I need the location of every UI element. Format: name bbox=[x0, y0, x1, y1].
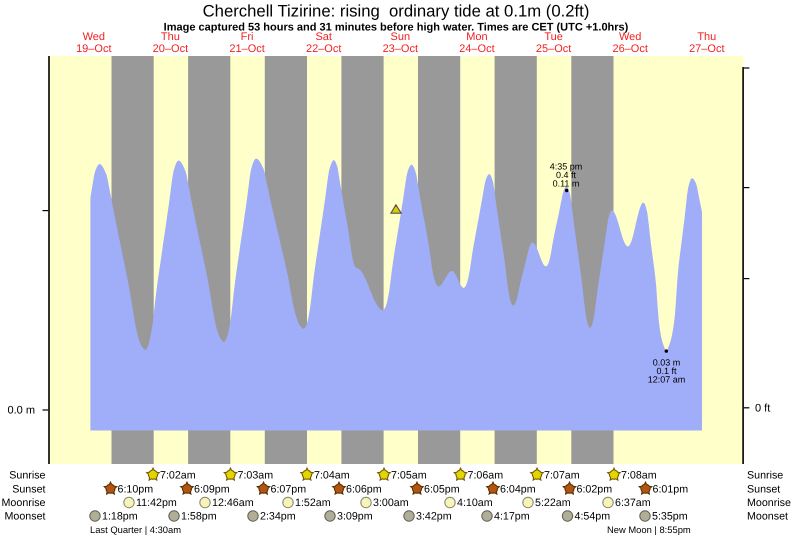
svg-text:Fri: Fri bbox=[241, 31, 254, 43]
svg-text:Moonset: Moonset bbox=[747, 511, 788, 523]
svg-text:Cherchell Tizirine: rising or: Cherchell Tizirine: rising ordinary tide… bbox=[203, 2, 590, 21]
svg-text:4:10am: 4:10am bbox=[457, 497, 493, 509]
svg-text:Last Quarter | 4:30am: Last Quarter | 4:30am bbox=[90, 524, 181, 535]
svg-text:24–Oct: 24–Oct bbox=[459, 43, 494, 55]
svg-text:7:06am: 7:06am bbox=[468, 470, 504, 482]
svg-text:21–Oct: 21–Oct bbox=[229, 43, 264, 55]
svg-text:6:07pm: 6:07pm bbox=[271, 484, 307, 496]
svg-text:2:34pm: 2:34pm bbox=[260, 511, 296, 523]
svg-text:0.1 ft: 0.1 ft bbox=[656, 366, 677, 376]
svg-text:7:08am: 7:08am bbox=[621, 470, 657, 482]
svg-text:4:17pm: 4:17pm bbox=[494, 511, 530, 523]
svg-text:6:10pm: 6:10pm bbox=[118, 484, 154, 496]
svg-text:12:46am: 12:46am bbox=[212, 497, 254, 509]
svg-text:Wed: Wed bbox=[83, 31, 105, 43]
svg-text:3:09pm: 3:09pm bbox=[337, 511, 373, 523]
svg-text:7:07am: 7:07am bbox=[544, 470, 580, 482]
svg-text:Sat: Sat bbox=[315, 31, 332, 43]
svg-text:12:07 am: 12:07 am bbox=[648, 375, 686, 385]
svg-text:4:54pm: 4:54pm bbox=[575, 511, 611, 523]
svg-text:4:35 pm: 4:35 pm bbox=[550, 162, 583, 172]
svg-text:7:05am: 7:05am bbox=[391, 470, 427, 482]
svg-text:0.03 m: 0.03 m bbox=[653, 358, 681, 368]
svg-text:3:00am: 3:00am bbox=[373, 497, 409, 509]
svg-text:26–Oct: 26–Oct bbox=[612, 43, 647, 55]
svg-text:1:18pm: 1:18pm bbox=[102, 511, 138, 523]
svg-text:Sunset: Sunset bbox=[12, 484, 45, 496]
svg-text:Tue: Tue bbox=[544, 31, 563, 43]
svg-text:3:42pm: 3:42pm bbox=[416, 511, 452, 523]
svg-text:20–Oct: 20–Oct bbox=[153, 43, 188, 55]
svg-text:0.4 ft: 0.4 ft bbox=[556, 170, 577, 180]
svg-text:1:52am: 1:52am bbox=[295, 497, 331, 509]
svg-text:Image captured 53 hours and 31: Image captured 53 hours and 31 minutes b… bbox=[164, 22, 629, 34]
svg-text:7:03am: 7:03am bbox=[238, 470, 274, 482]
svg-text:Moonset: Moonset bbox=[5, 511, 46, 523]
svg-text:27–Oct: 27–Oct bbox=[689, 43, 724, 55]
svg-text:Sunrise: Sunrise bbox=[9, 470, 45, 482]
svg-text:7:04am: 7:04am bbox=[314, 470, 350, 482]
svg-text:New Moon | 8:55pm: New Moon | 8:55pm bbox=[607, 524, 691, 535]
svg-text:Wed: Wed bbox=[619, 31, 641, 43]
svg-text:Sunset: Sunset bbox=[747, 484, 780, 496]
svg-text:11:42pm: 11:42pm bbox=[136, 497, 177, 509]
svg-text:25–Oct: 25–Oct bbox=[536, 43, 571, 55]
svg-text:23–Oct: 23–Oct bbox=[383, 43, 418, 55]
svg-text:6:04pm: 6:04pm bbox=[500, 484, 536, 496]
svg-text:6:06pm: 6:06pm bbox=[346, 484, 382, 496]
svg-text:0.0 m: 0.0 m bbox=[7, 405, 35, 417]
svg-text:19–Oct: 19–Oct bbox=[76, 43, 111, 55]
svg-text:Thu: Thu bbox=[161, 31, 180, 43]
svg-text:7:02am: 7:02am bbox=[160, 470, 196, 482]
svg-text:Moonrise: Moonrise bbox=[747, 497, 791, 509]
svg-text:6:01pm: 6:01pm bbox=[653, 484, 689, 496]
svg-text:6:09pm: 6:09pm bbox=[194, 484, 230, 496]
svg-text:5:22am: 5:22am bbox=[535, 497, 571, 509]
svg-text:0.11 m: 0.11 m bbox=[553, 179, 580, 189]
svg-text:5:35pm: 5:35pm bbox=[652, 511, 688, 523]
svg-text:0 ft: 0 ft bbox=[755, 402, 770, 414]
svg-text:Sun: Sun bbox=[391, 31, 411, 43]
svg-text:22–Oct: 22–Oct bbox=[306, 43, 341, 55]
svg-text:6:37am: 6:37am bbox=[615, 497, 651, 509]
svg-text:Sunrise: Sunrise bbox=[747, 470, 783, 482]
svg-text:Mon: Mon bbox=[466, 31, 487, 43]
svg-text:6:02pm: 6:02pm bbox=[577, 484, 613, 496]
svg-text:Thu: Thu bbox=[697, 31, 716, 43]
svg-text:6:05pm: 6:05pm bbox=[424, 484, 460, 496]
svg-text:Moonrise: Moonrise bbox=[2, 497, 46, 509]
svg-text:1:58pm: 1:58pm bbox=[181, 511, 217, 523]
